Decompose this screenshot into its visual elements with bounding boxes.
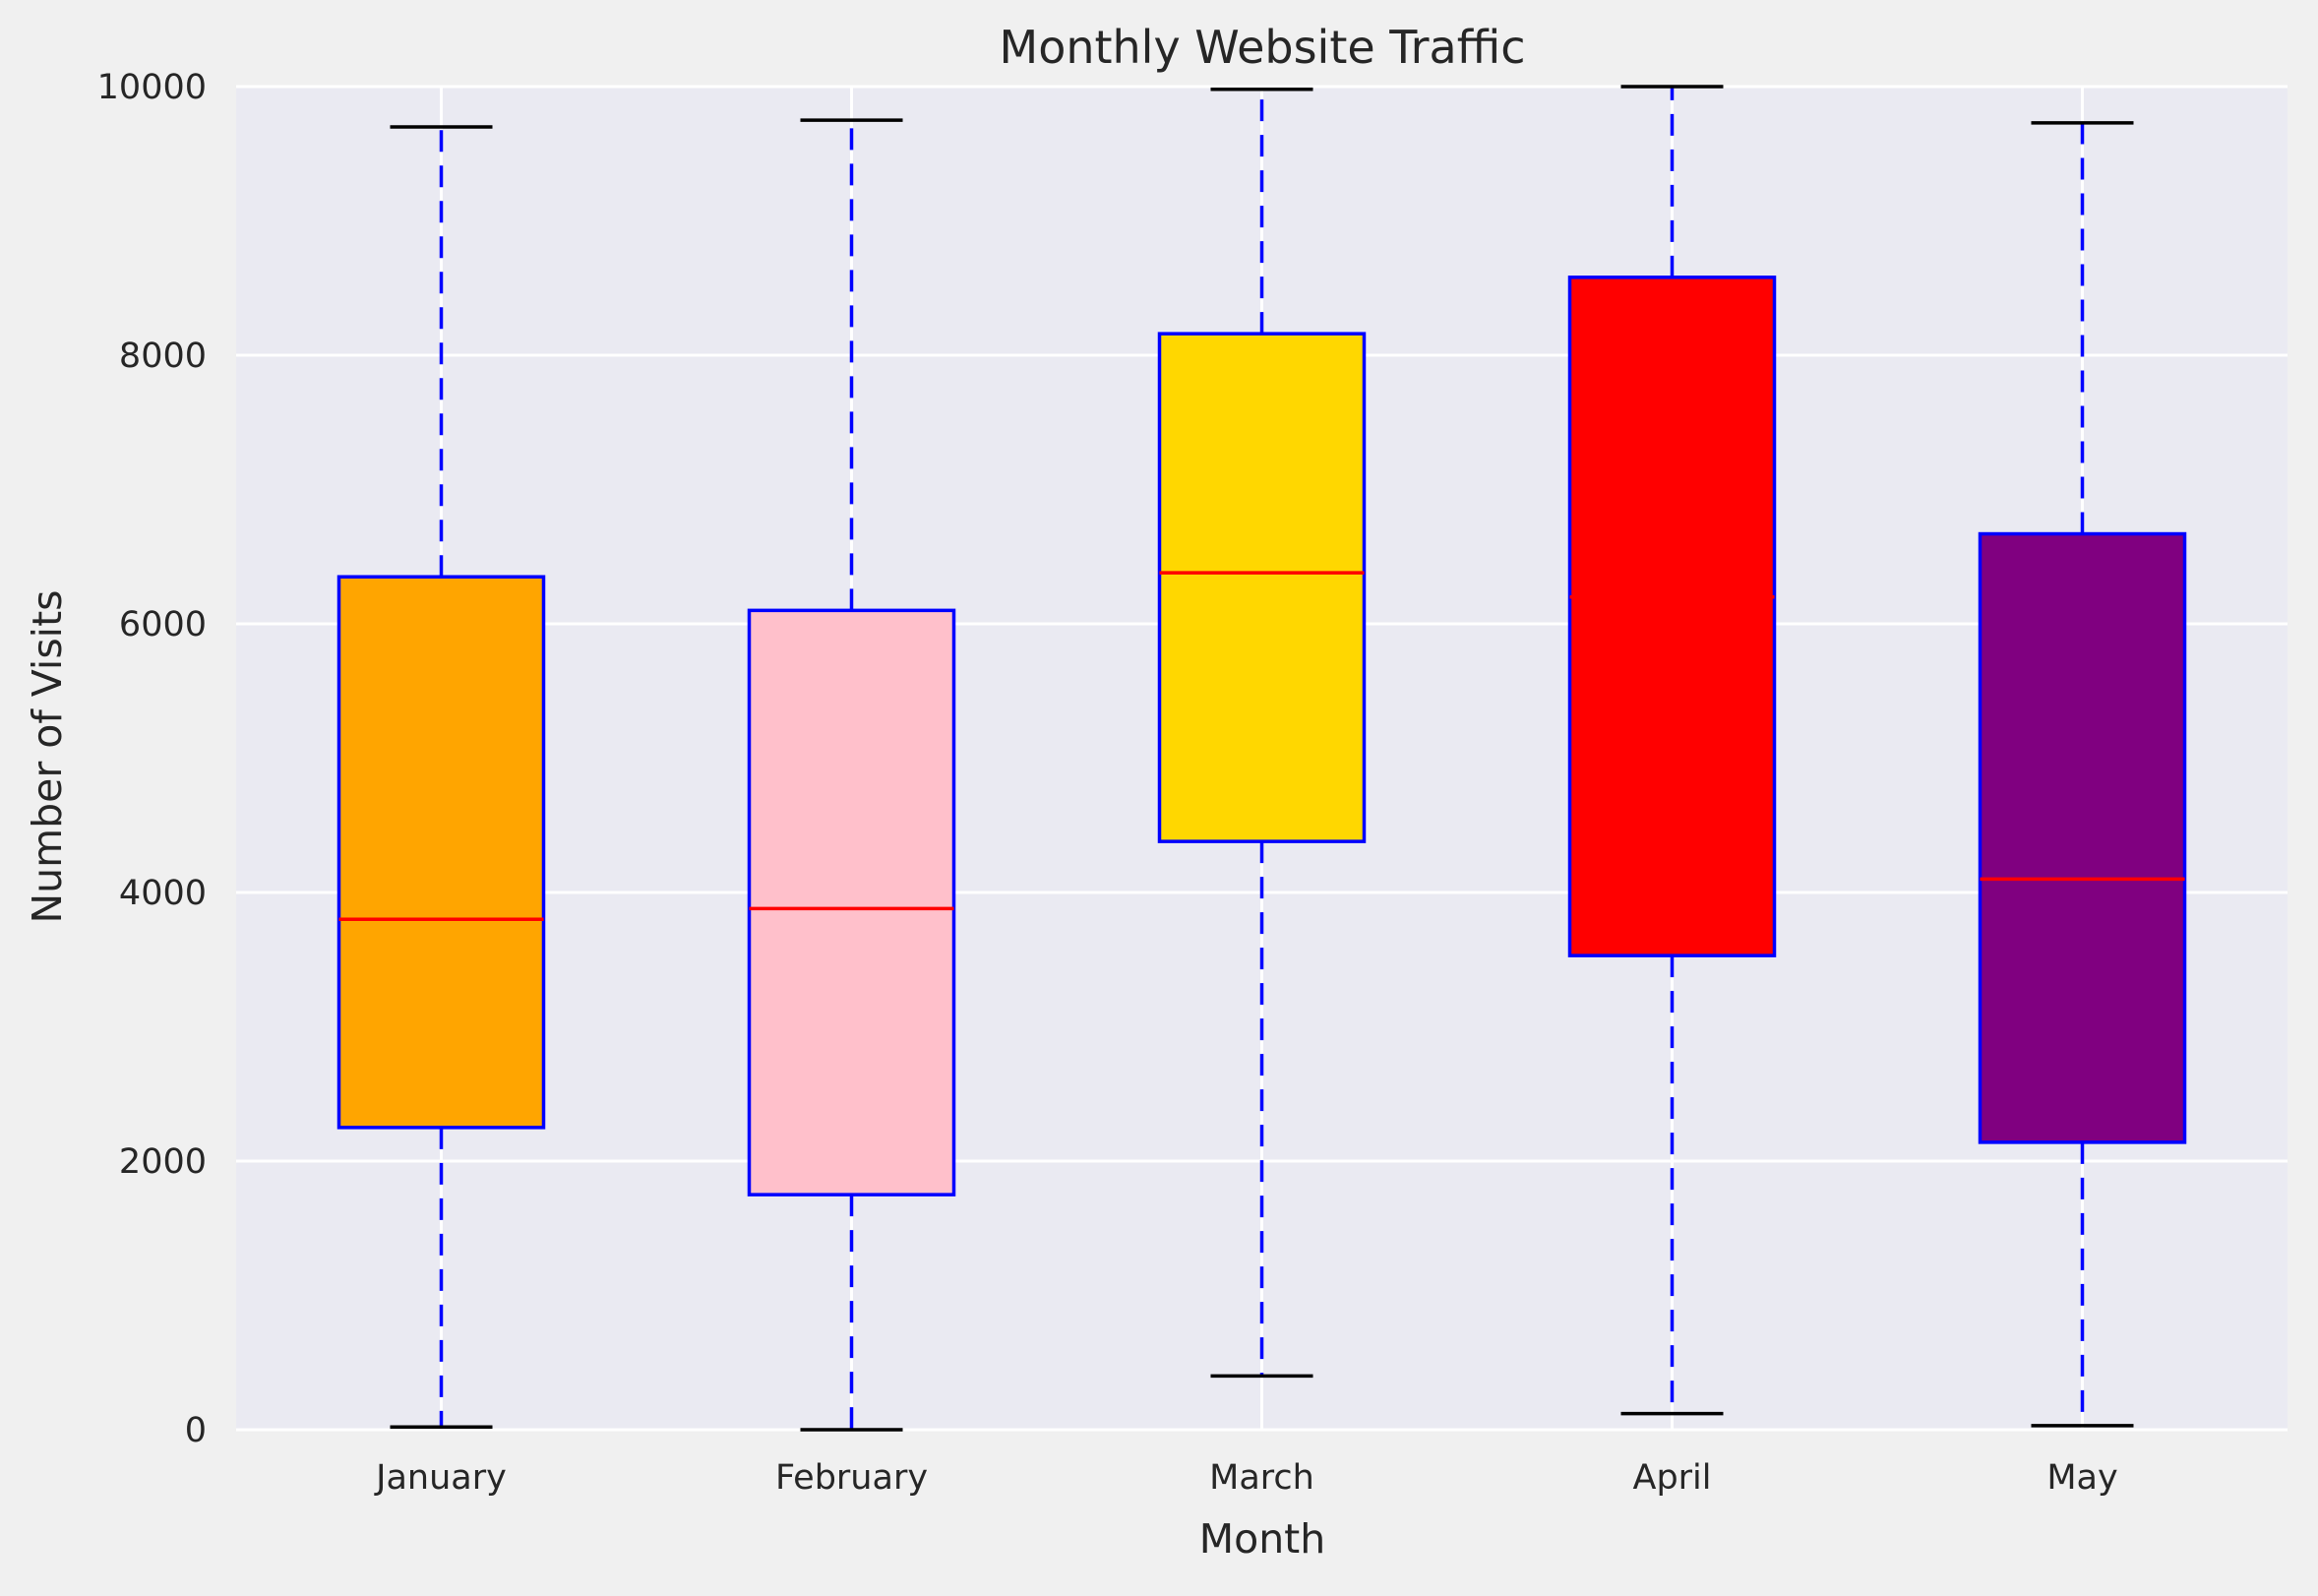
x-tick-label: March: [1209, 1458, 1314, 1498]
box-body: [1978, 531, 2187, 1144]
box-body: [1157, 332, 1367, 843]
x-tick-label: January: [374, 1458, 507, 1498]
y-axis-title: Number of Visits: [24, 589, 71, 923]
chart-title: Monthly Website Traffic: [1000, 21, 1526, 74]
y-tick-label: 6000: [119, 605, 207, 645]
y-tick-label: 10000: [97, 68, 207, 107]
y-tick-label: 4000: [119, 874, 207, 913]
box-march: [1157, 87, 1367, 1379]
x-tick-label: February: [775, 1458, 928, 1498]
box-body: [1567, 276, 1777, 957]
y-tick-label: 2000: [119, 1142, 207, 1182]
box-january: [336, 125, 546, 1430]
box-layer: [336, 85, 2187, 1432]
box-body: [336, 575, 546, 1130]
x-tick-labels: January February March April May: [374, 1458, 2118, 1498]
y-tick-labels: 0 2000 4000 6000 8000 10000: [97, 68, 207, 1450]
box-may: [1978, 121, 2187, 1428]
y-tick-label: 8000: [119, 337, 207, 376]
box-body: [747, 608, 956, 1197]
box-february: [747, 118, 956, 1432]
box-april: [1567, 85, 1777, 1416]
y-tick-label: 0: [185, 1411, 207, 1450]
x-tick-label: April: [1633, 1458, 1712, 1498]
x-tick-label: May: [2046, 1458, 2117, 1498]
x-axis-title: Month: [1199, 1515, 1326, 1563]
